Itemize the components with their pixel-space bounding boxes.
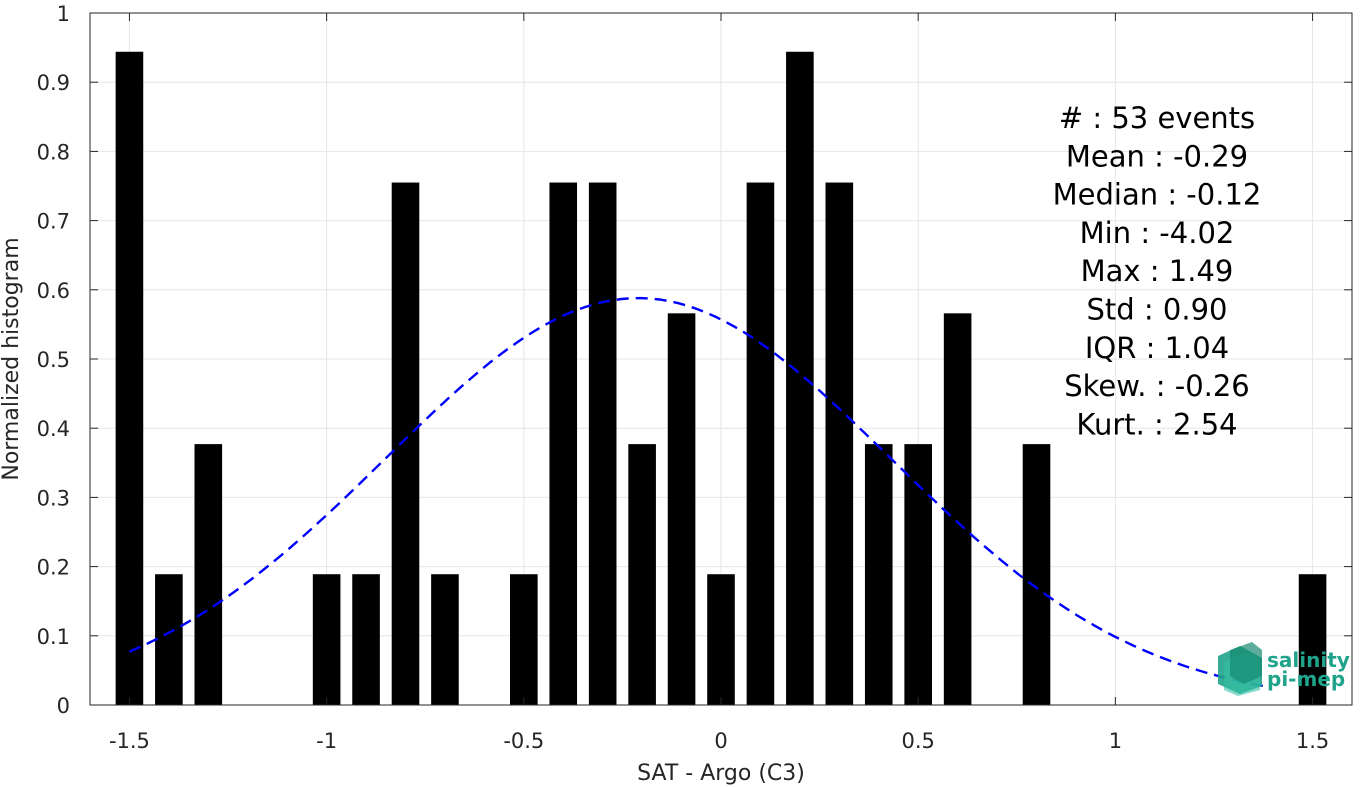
histogram-bar <box>904 444 932 705</box>
logo-line1: salinity <box>1267 648 1350 672</box>
histogram-bar <box>194 444 223 705</box>
histogram-bar <box>786 51 814 705</box>
stat-line: Kurt. : 2.54 <box>1076 407 1237 441</box>
histogram-bar <box>352 574 380 705</box>
x-tick-label: 0.5 <box>901 729 934 753</box>
logo-line2: pi-mep <box>1267 667 1345 691</box>
stat-line: Median : -0.12 <box>1053 178 1262 212</box>
stat-line: Skew. : -0.26 <box>1064 369 1250 403</box>
histogram-bar <box>588 182 617 706</box>
histogram-bar <box>1022 444 1051 705</box>
x-tick-label: 1.5 <box>1296 729 1329 753</box>
histogram-bar <box>825 182 854 706</box>
stat-line: # : 53 events <box>1059 101 1255 135</box>
stat-line: Min : -4.02 <box>1080 216 1235 250</box>
histogram-bar <box>943 313 972 705</box>
y-axis-label: Normalized histogram <box>0 237 24 480</box>
y-tick-label: 0.1 <box>37 625 70 649</box>
y-axis-ticks: 0 0.1 0.2 0.3 0.4 0.5 0.6 0.7 0.8 0.9 1 <box>37 2 1352 718</box>
histogram-bar <box>115 51 144 705</box>
histogram-bar <box>1298 574 1327 705</box>
y-tick-label: 0.5 <box>37 348 70 372</box>
histogram-bars <box>115 51 1327 706</box>
histogram-bar <box>864 444 893 705</box>
stat-line: IQR : 1.04 <box>1085 331 1229 365</box>
y-tick-label: 0.9 <box>37 71 70 95</box>
histogram-bar <box>391 182 420 706</box>
gaussian-fit-curve <box>128 296 1266 688</box>
histogram-bar <box>667 313 696 705</box>
stat-line: Mean : -0.29 <box>1066 139 1248 173</box>
y-tick-label: 0.3 <box>37 486 70 510</box>
histogram-bar <box>707 574 735 705</box>
histogram-bar <box>312 574 341 705</box>
y-tick-label: 0.4 <box>37 417 70 441</box>
y-tick-label: 0.6 <box>37 279 70 303</box>
x-tick-label: 1 <box>1109 729 1122 753</box>
x-tick-label: -1.5 <box>109 729 150 753</box>
y-tick-label: 0.7 <box>37 210 70 234</box>
stat-line: Std : 0.90 <box>1087 293 1228 327</box>
salinity-pimep-logo: salinity pi-mep <box>1218 642 1350 696</box>
x-axis-label: SAT - Argo (C3) <box>637 761 805 786</box>
histogram-bar <box>746 182 775 706</box>
y-tick-label: 1 <box>57 2 70 26</box>
statistics-annotation: # : 53 events Mean : -0.29 Median : -0.12 M… <box>1053 101 1262 441</box>
x-tick-label: -1 <box>316 729 337 753</box>
histogram-bar <box>431 574 459 705</box>
x-tick-label: 0 <box>714 729 727 753</box>
x-axis-ticks: -1.5 -1 -0.5 0 0.5 1 1.5 <box>109 13 1329 753</box>
histogram-bar <box>628 444 656 705</box>
histogram-bar <box>155 574 183 705</box>
x-tick-label: -0.5 <box>503 729 544 753</box>
logo-icon <box>1218 642 1262 696</box>
y-tick-label: 0.8 <box>37 140 70 164</box>
y-tick-label: 0 <box>57 694 70 718</box>
histogram-bar <box>549 182 578 706</box>
histogram-bar <box>510 574 538 705</box>
stat-line: Max : 1.49 <box>1081 254 1234 288</box>
y-tick-label: 0.2 <box>37 556 70 580</box>
